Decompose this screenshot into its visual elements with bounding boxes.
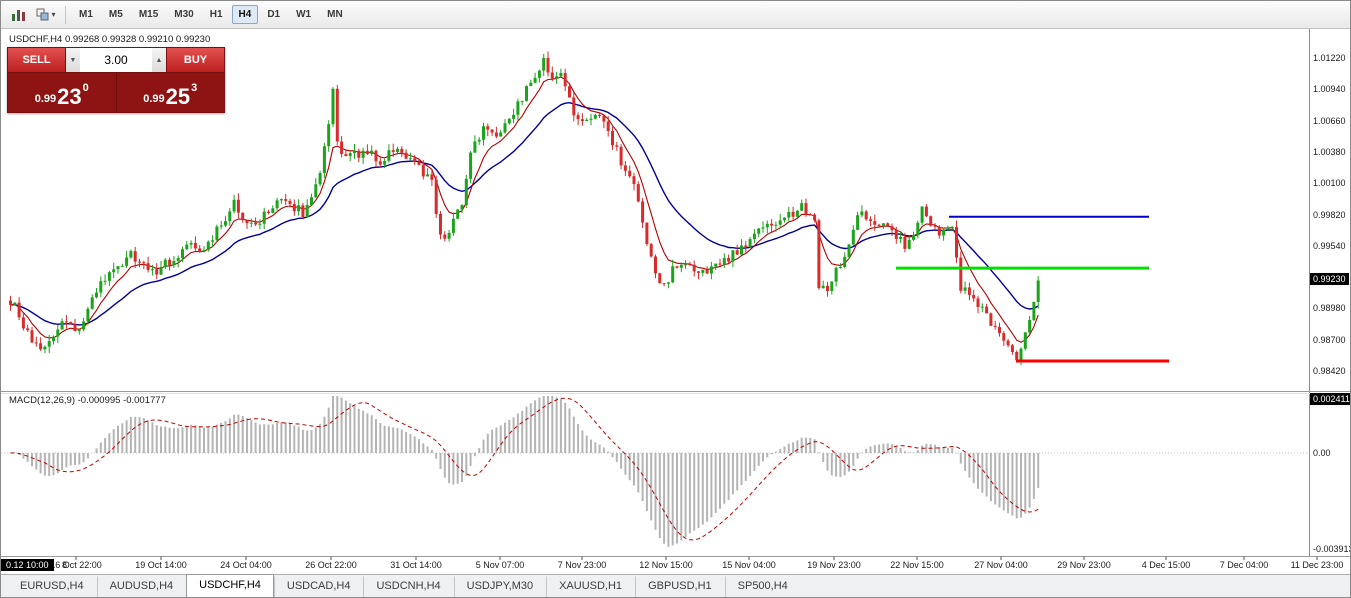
timeframe-m1-button[interactable]: M1 [72, 5, 100, 24]
timeframe-button-group: M1 M5 M15 M30 H1 H4 D1 W1 MN [71, 5, 351, 24]
bar-chart-icon[interactable] [6, 4, 32, 26]
chart-tab-sp500[interactable]: SP500,H4 [724, 576, 801, 597]
buy-price[interactable]: 0.99 25 3 [115, 73, 225, 112]
volume-value[interactable]: 3.00 [80, 48, 152, 72]
sell-price[interactable]: 0.99 23 0 [8, 73, 116, 112]
volume-increase-icon[interactable]: ▲ [152, 48, 166, 72]
timeframe-mn-button[interactable]: MN [320, 5, 350, 24]
timeframe-m15-button[interactable]: M15 [132, 5, 165, 24]
sell-price-prefix: 0.99 [34, 93, 57, 105]
chart-tab-usdjpy[interactable]: USDJPY,M30 [453, 576, 546, 597]
toolbar: ▾ M1 M5 M15 M30 H1 H4 D1 W1 MN [1, 1, 1350, 29]
chart-tab-usdchf[interactable]: USDCHF,H4 [186, 574, 274, 597]
one-click-price-row: 0.99 23 0 0.99 25 3 [8, 72, 224, 112]
objects-dropdown-icon[interactable]: ▾ [33, 4, 59, 26]
chart-tab-audusd[interactable]: AUDUSD,H4 [96, 576, 187, 597]
volume-decrease-icon[interactable]: ▼ [66, 48, 80, 72]
chart-tab-xauusd[interactable]: XAUUSD,H1 [546, 576, 635, 597]
price-chart-canvas[interactable] [1, 29, 1351, 576]
sell-price-big: 23 [57, 84, 82, 109]
bar-chart-icon-glyph [12, 9, 25, 21]
buy-price-big: 25 [165, 84, 191, 109]
chart-window[interactable]: 1.01220 1.00940 1.00660 1.00380 1.00100 0.998… [1, 29, 1351, 576]
macd-indicator-label: MACD(12,26,9) -0.000995 -0.001777 [9, 395, 166, 406]
timeframe-d1-button[interactable]: D1 [260, 5, 287, 24]
volume-spinner: ▼ 3.00 ▲ [65, 48, 167, 72]
dropdown-caret-icon: ▾ [51, 10, 56, 19]
timeframe-m5-button[interactable]: M5 [102, 5, 130, 24]
timeframe-h4-button[interactable]: H4 [231, 5, 259, 24]
chart-tab-eurusd[interactable]: EURUSD,H4 [20, 580, 84, 592]
objects-icon-glyph [36, 8, 49, 21]
chart-tab-usdcnh[interactable]: USDCNH,H4 [363, 576, 453, 597]
one-click-top-row: SELL ▼ 3.00 ▲ BUY [8, 48, 224, 72]
buy-button[interactable]: BUY [167, 48, 224, 72]
timeframe-w1-button[interactable]: W1 [289, 5, 318, 24]
sell-button[interactable]: SELL [8, 48, 65, 72]
chart-tab-gbpusd[interactable]: GBPUSD,H1 [635, 576, 725, 597]
buy-price-pipette: 3 [191, 82, 198, 94]
one-click-trading-widget: SELL ▼ 3.00 ▲ BUY 0.99 23 0 0.99 25 3 [7, 47, 225, 113]
chart-tabs-bar: EURUSD,H4 AUDUSD,H4 USDCHF,H4 USDCAD,H4 USDC… [1, 574, 1350, 597]
timeframe-h1-button[interactable]: H1 [203, 5, 230, 24]
buy-price-prefix: 0.99 [143, 93, 165, 105]
chart-symbol-ohlc-label: USDCHF,H4 0.99268 0.99328 0.99210 0.9923… [9, 34, 211, 45]
chart-tab-usdcad[interactable]: USDCAD,H4 [273, 576, 364, 597]
toolbar-separator [65, 5, 66, 24]
timeframe-m30-button[interactable]: M30 [167, 5, 200, 24]
sell-price-pipette: 0 [82, 82, 89, 94]
